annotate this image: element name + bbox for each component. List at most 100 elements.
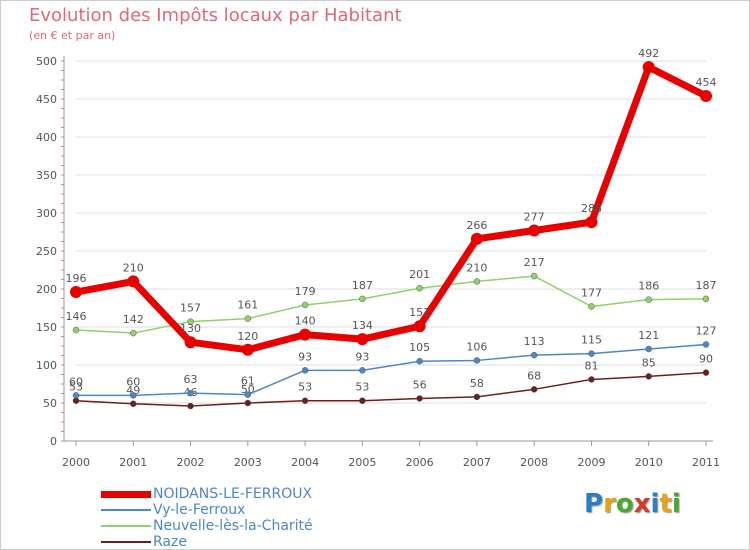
proxiti-logo: Proxiti <box>584 489 681 519</box>
data-point <box>244 399 252 407</box>
x-tick-label: 2001 <box>119 456 147 469</box>
data-label: 120 <box>237 330 258 343</box>
data-point <box>72 392 80 399</box>
data-label: 53 <box>298 381 312 394</box>
data-label: 130 <box>180 322 201 335</box>
data-label: 179 <box>295 285 316 298</box>
data-label: 106 <box>466 340 487 353</box>
data-label: 105 <box>409 341 430 354</box>
data-point <box>359 367 366 374</box>
data-label: 53 <box>355 381 369 394</box>
legend-label: Vy-le-Ferroux <box>153 502 246 518</box>
data-point <box>72 326 80 334</box>
data-label: 49 <box>126 384 140 397</box>
data-label: 266 <box>466 219 487 232</box>
data-point <box>184 336 197 349</box>
data-point <box>528 224 541 237</box>
data-label: 113 <box>524 335 545 348</box>
chart-subtitle: (en € et par an) <box>29 29 116 42</box>
y-tick-label: 300 <box>36 207 57 220</box>
data-label: 93 <box>298 350 312 363</box>
x-tick-label: 2009 <box>577 456 605 469</box>
data-label: 161 <box>237 299 258 312</box>
y-tick-label: 200 <box>36 283 57 296</box>
x-tick-label: 2006 <box>406 456 434 469</box>
legend-swatch <box>101 509 151 511</box>
y-tick-label: 250 <box>36 245 57 258</box>
y-tick-label: 450 <box>36 93 57 106</box>
logo-letter: i <box>650 489 660 519</box>
logo-letter: r <box>603 489 616 519</box>
data-point <box>187 389 194 397</box>
data-point <box>299 328 312 341</box>
data-point <box>301 397 309 404</box>
data-label: 60 <box>126 375 140 388</box>
data-point <box>702 369 710 376</box>
data-point <box>702 341 710 348</box>
data-point <box>416 395 423 402</box>
data-label: 53 <box>69 381 83 394</box>
data-label: 210 <box>123 261 144 274</box>
y-tick-label: 100 <box>36 359 57 372</box>
legend-swatch <box>101 525 151 527</box>
data-point <box>241 343 254 356</box>
data-label: 60 <box>69 375 83 388</box>
data-point <box>642 61 655 74</box>
legend-label: Neuvelle-lès-la-Charité <box>153 518 313 534</box>
data-label: 121 <box>638 329 659 342</box>
series-line <box>75 275 707 334</box>
data-point <box>359 295 366 303</box>
data-point <box>473 357 481 364</box>
logo-letter: t <box>659 489 672 519</box>
data-point <box>702 295 710 303</box>
data-point <box>127 275 140 288</box>
series-line <box>72 63 710 354</box>
y-tick-label: 50 <box>43 397 57 410</box>
logo-letter: i <box>671 489 681 519</box>
data-label: 196 <box>66 272 87 285</box>
data-point <box>645 373 652 380</box>
x-tick-label: 2011 <box>692 456 720 469</box>
data-point <box>530 351 538 359</box>
data-point <box>244 315 252 322</box>
data-point <box>244 391 252 398</box>
data-point <box>130 400 137 408</box>
data-label: 288 <box>581 202 602 215</box>
data-label: 157 <box>180 302 201 315</box>
data-label: 201 <box>409 268 430 281</box>
data-point <box>416 284 423 292</box>
data-label: 85 <box>642 356 656 369</box>
y-tick-label: 0 <box>50 435 57 448</box>
data-label: 115 <box>581 334 602 347</box>
data-point <box>588 350 595 357</box>
logo-letter: P <box>584 489 604 519</box>
legend-label: NOIDANS-LE-FERROUX <box>153 486 313 502</box>
x-tick-label: 2000 <box>62 456 90 469</box>
x-tick-label: 2004 <box>291 456 319 469</box>
data-label: 63 <box>184 373 198 386</box>
series-line <box>75 343 707 397</box>
data-point <box>588 376 595 383</box>
series-line <box>75 371 707 407</box>
data-point <box>700 89 712 102</box>
data-label: 277 <box>524 210 545 223</box>
data-point <box>470 232 483 245</box>
y-tick-label: 350 <box>36 169 57 182</box>
chart-title: Evolution des Impôts locaux par Habitant <box>29 5 402 26</box>
logo-letter: o <box>615 489 634 519</box>
data-point <box>187 318 194 325</box>
data-label: 151 <box>409 306 430 319</box>
data-point <box>356 333 369 346</box>
data-label: 58 <box>470 377 484 390</box>
data-label: 61 <box>241 375 255 388</box>
legend-swatch <box>101 491 151 498</box>
legend-label: Raze <box>153 534 187 550</box>
data-point <box>473 278 481 285</box>
data-label: 454 <box>696 76 717 89</box>
data-point <box>530 386 538 393</box>
data-point <box>588 303 595 310</box>
data-label: 146 <box>66 310 87 323</box>
data-label: 210 <box>466 261 487 274</box>
